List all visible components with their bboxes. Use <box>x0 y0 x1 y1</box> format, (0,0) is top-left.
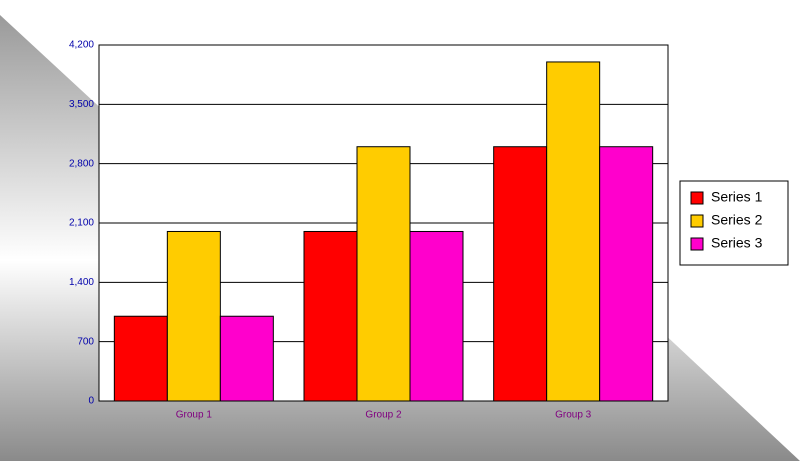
y-tick-label: 2,100 <box>69 218 94 229</box>
bar <box>113 315 168 402</box>
bar <box>546 61 601 402</box>
legend-label: Series 3 <box>711 235 763 251</box>
bar <box>166 230 221 402</box>
x-tick-label: Group 1 <box>176 410 213 421</box>
y-tick-label: 2,800 <box>69 158 94 169</box>
legend-label: Series 2 <box>711 212 763 228</box>
legend-swatch <box>690 214 704 228</box>
legend-label: Series 1 <box>711 189 763 205</box>
y-tick-label: 1,400 <box>69 277 94 288</box>
bar <box>356 146 411 402</box>
y-tick-label: 0 <box>88 396 94 407</box>
y-tick-label: 3,500 <box>69 99 94 110</box>
x-tick-label: Group 2 <box>365 410 402 421</box>
legend-swatch <box>690 191 704 205</box>
y-tick-label: 700 <box>77 336 94 347</box>
legend-swatch <box>690 237 704 251</box>
bar <box>599 146 654 402</box>
bar <box>409 230 464 402</box>
bar <box>493 146 548 402</box>
bar <box>219 315 274 402</box>
x-tick-label: Group 3 <box>555 410 592 421</box>
bar <box>303 230 358 402</box>
y-tick-label: 4,200 <box>69 40 94 51</box>
